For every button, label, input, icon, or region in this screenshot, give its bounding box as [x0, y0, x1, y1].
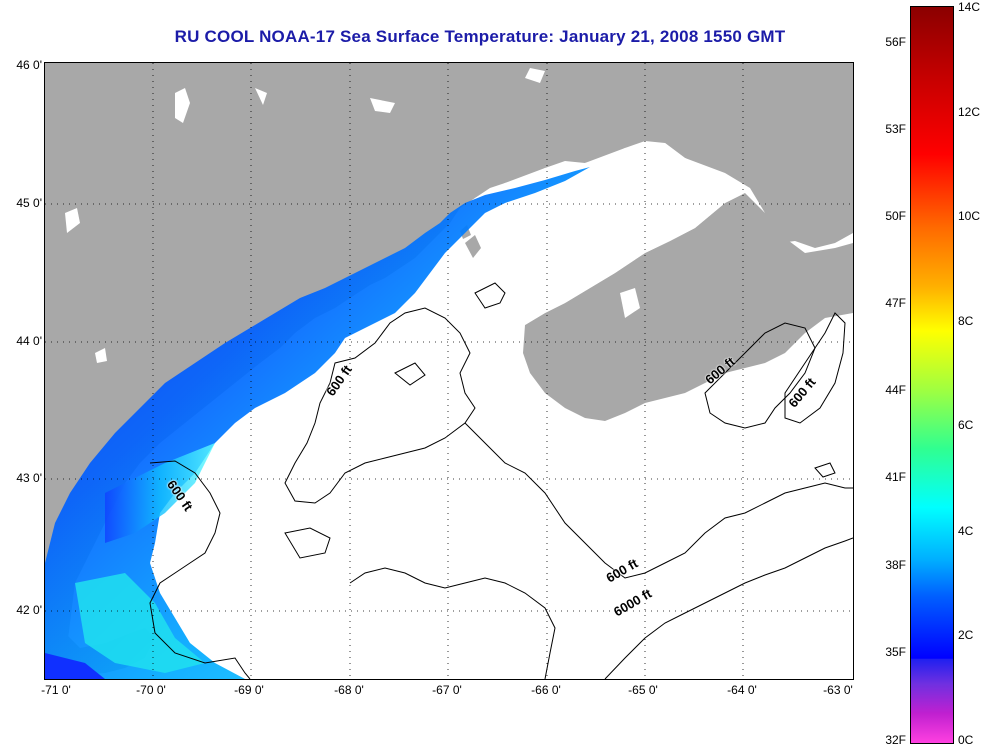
colorbar-c-2: 2C	[958, 628, 974, 642]
colorbar-f-44: 44F	[885, 383, 906, 397]
colorbar-f-35: 35F	[885, 645, 906, 659]
colorbar	[910, 6, 954, 744]
lon-label-64: -64 0'	[727, 683, 757, 697]
lon-label-71: -71 0'	[41, 683, 71, 697]
colorbar-f-32: 32F	[885, 733, 906, 747]
colorbar-c-12: 12C	[958, 105, 981, 119]
land-nova-scotia	[523, 193, 853, 421]
colorbar-f-56: 56F	[885, 35, 906, 49]
colorbar-c-6: 6C	[958, 418, 974, 432]
colorbar-c-0: 0C	[958, 733, 974, 747]
colorbar-c-14: 14C	[958, 0, 981, 14]
land-mainland	[45, 63, 853, 679]
lon-label-70: -70 0'	[136, 683, 166, 697]
lat-label-44: 44 0'	[16, 334, 42, 348]
colorbar-f-38: 38F	[885, 558, 906, 572]
colorbar-f-50: 50F	[885, 209, 906, 223]
map-title: RU COOL NOAA-17 Sea Surface Temperature:…	[174, 27, 786, 46]
lat-label-45: 45 0'	[16, 196, 42, 210]
lat-label-43: 43 0'	[16, 471, 42, 485]
colorbar-f-41: 41F	[885, 470, 906, 484]
colorbar-f-47: 47F	[885, 296, 906, 310]
lon-label-67: -67 0'	[432, 683, 462, 697]
lon-label-69: -69 0'	[234, 683, 264, 697]
colorbar-c-10: 10C	[958, 209, 981, 223]
lat-label-46: 46 0'	[16, 58, 42, 72]
lon-label-66: -66 0'	[531, 683, 561, 697]
map-canvas	[45, 63, 853, 679]
lon-label-68: -68 0'	[334, 683, 364, 697]
bathymetry-contours	[149, 282, 853, 679]
colorbar-f-53: 53F	[885, 122, 906, 136]
sst-map	[44, 62, 854, 680]
lon-label-63: -63 0'	[823, 683, 853, 697]
bay-of-fundy	[475, 143, 765, 325]
colorbar-c-8: 8C	[958, 314, 974, 328]
lon-label-65: -65 0'	[628, 683, 658, 697]
grid-lines	[45, 63, 853, 679]
lat-label-42: 42 0'	[16, 603, 42, 617]
colorbar-c-4: 4C	[958, 524, 974, 538]
